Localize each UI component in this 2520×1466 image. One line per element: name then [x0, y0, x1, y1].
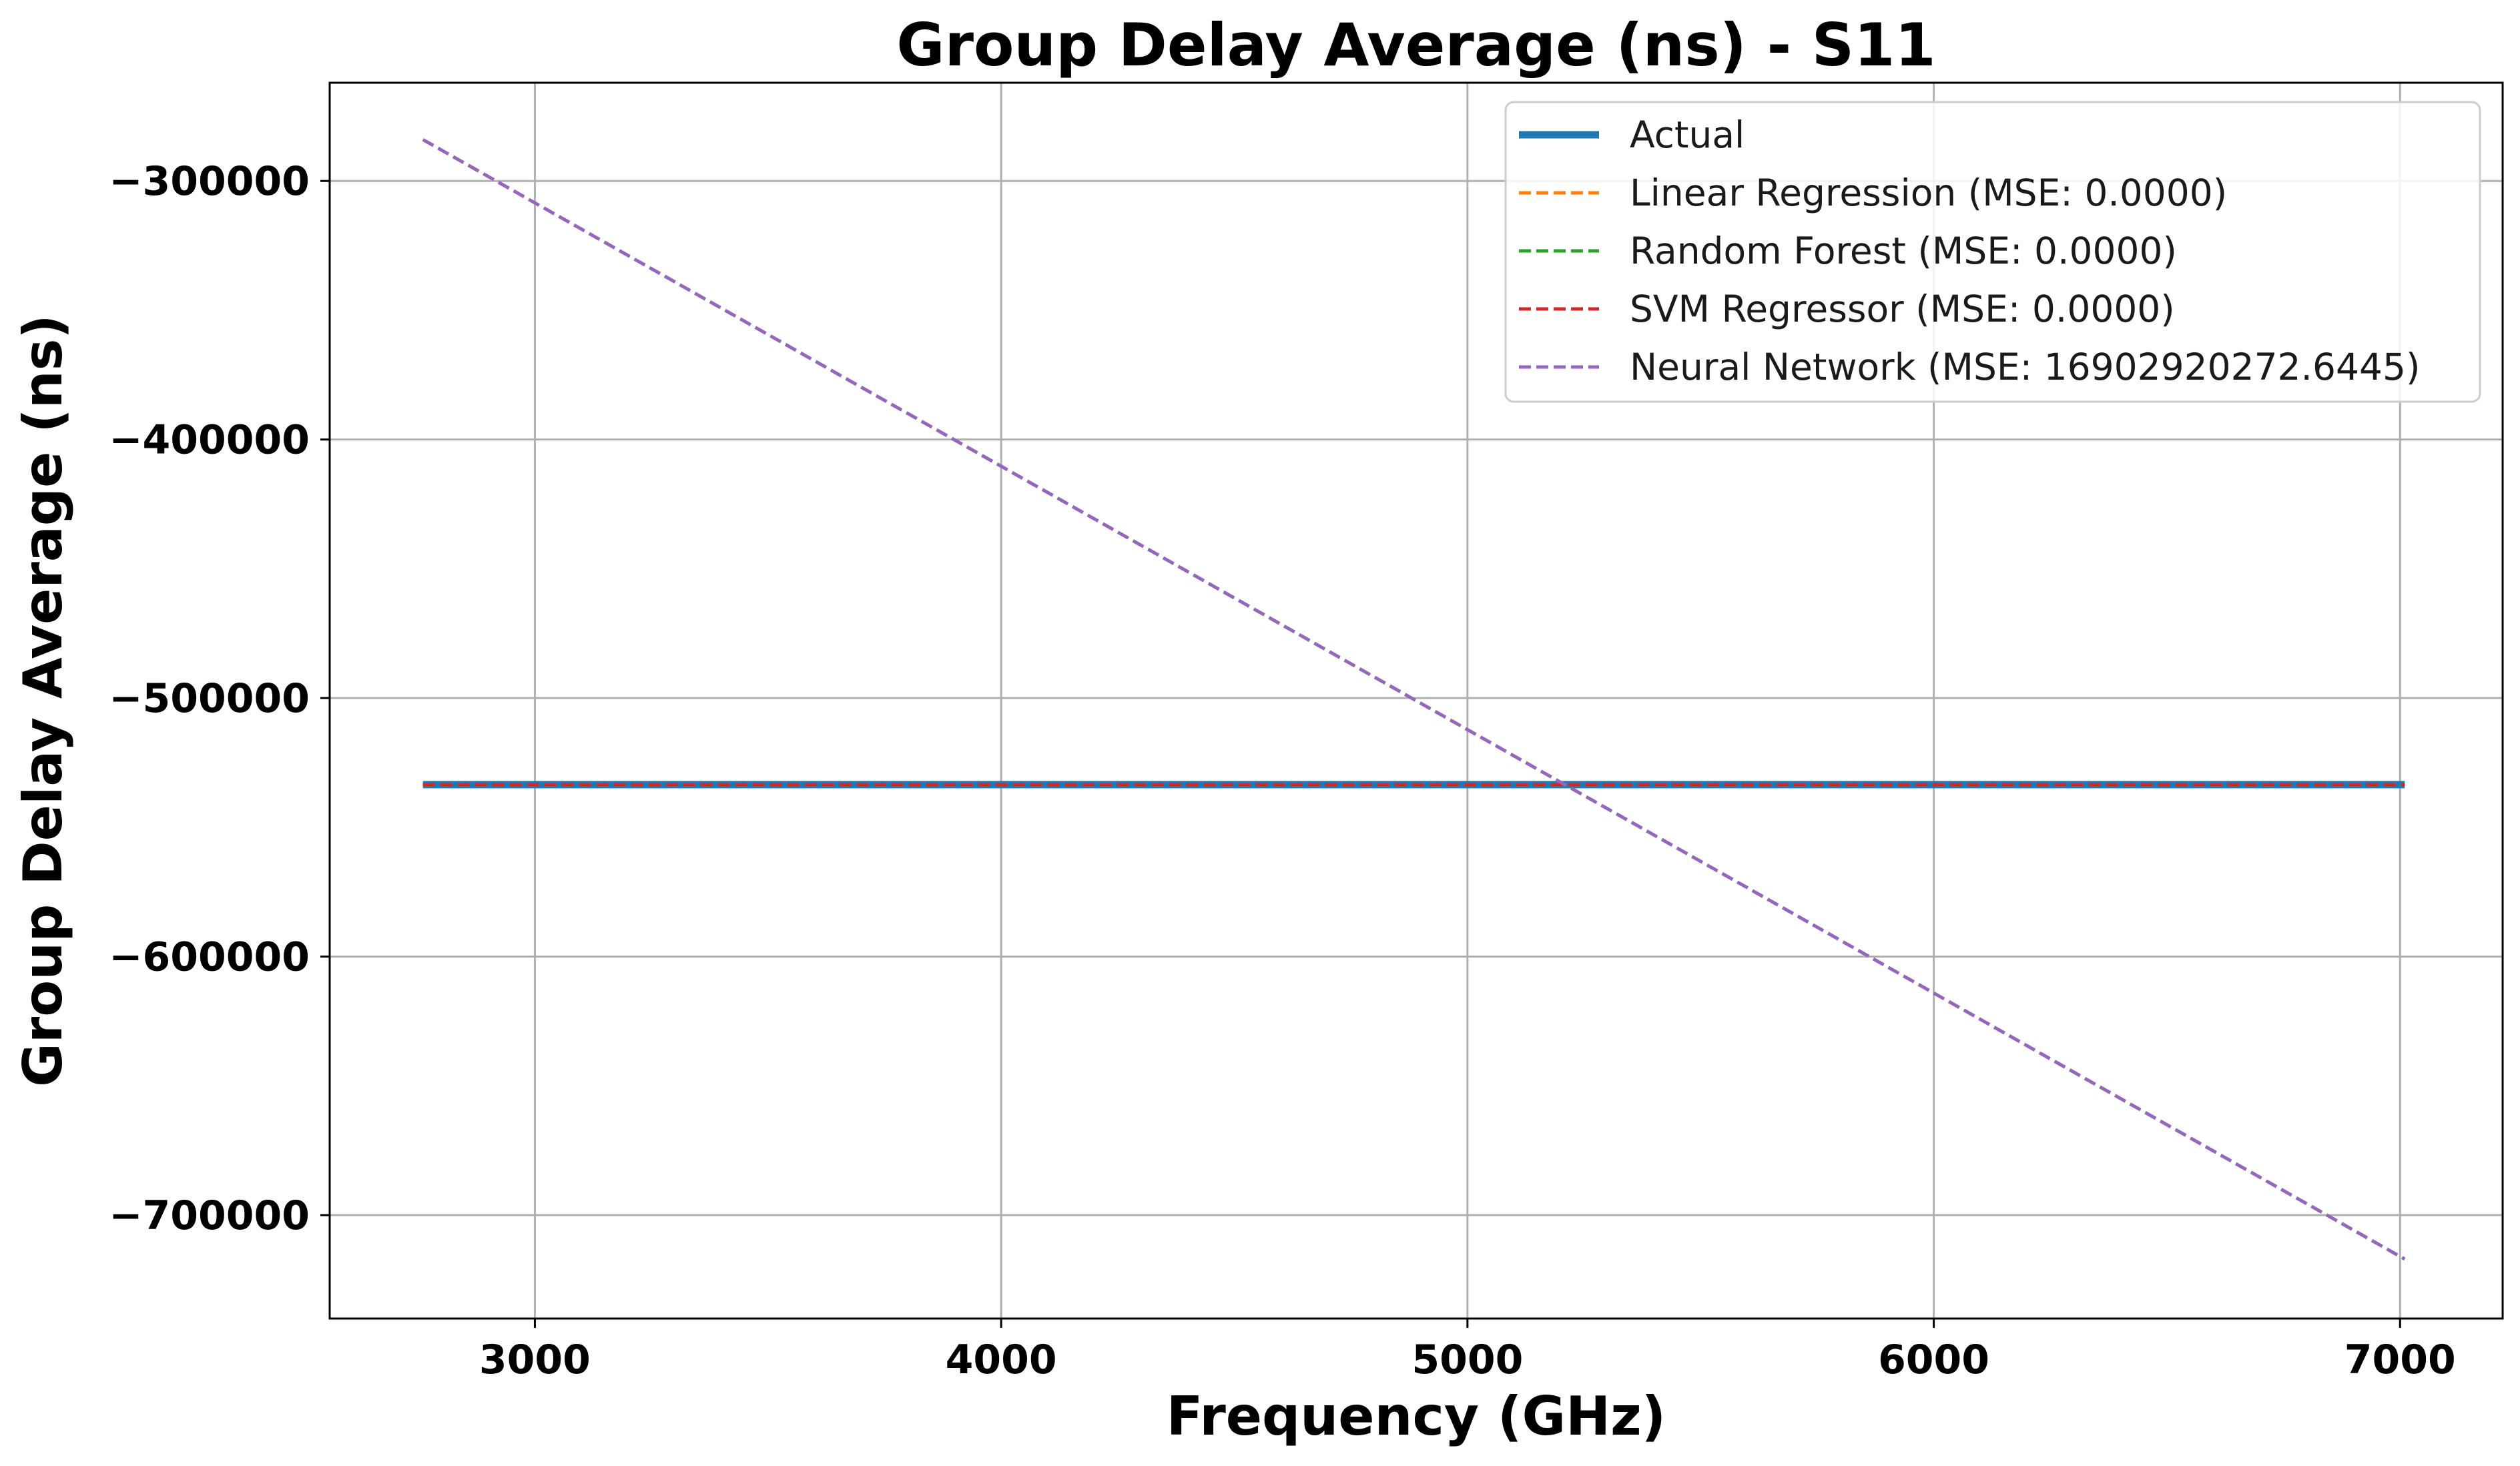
series-line — [422, 138, 2406, 1261]
x-tick-label: 7000 — [2344, 1337, 2456, 1383]
legend-label: Neural Network (MSE: 16902920272.6445) — [1630, 346, 2420, 388]
x-tick-label: 5000 — [1411, 1337, 1523, 1383]
plot-frame — [328, 81, 2504, 1320]
y-tick-label: −600000 — [109, 934, 310, 981]
x-tick-label: 3000 — [479, 1337, 591, 1383]
ticks: 3000 4000 5000 6000 7000 −300000 −400000 −50000… — [109, 158, 2456, 1383]
x-tick-label: 6000 — [1878, 1337, 1989, 1383]
plot-lines — [422, 138, 2406, 1261]
legend-label: Actual — [1630, 113, 1745, 156]
legend-label: Linear Regression (MSE: 0.0000) — [1630, 171, 2227, 214]
chart-title: Group Delay Average (ns) - S11 — [896, 11, 1935, 79]
legend-label: Random Forest (MSE: 0.0000) — [1630, 230, 2177, 272]
y-axis-label: Group Delay Average (ns) — [12, 314, 74, 1087]
legend-box — [1504, 101, 2481, 403]
y-tick-label: −300000 — [109, 158, 310, 205]
legend: Actual Linear Regression (MSE: 0.0000) Ran… — [1504, 101, 2481, 403]
x-axis-label: Frequency (GHz) — [1167, 1385, 1666, 1447]
y-tick-label: −700000 — [109, 1192, 310, 1239]
y-tick-label: −500000 — [109, 675, 310, 722]
x-tick-label: 4000 — [946, 1337, 1057, 1383]
grid — [330, 83, 2503, 1319]
y-tick-label: −400000 — [109, 417, 310, 464]
legend-label: SVM Regressor (MSE: 0.0000) — [1630, 288, 2175, 330]
